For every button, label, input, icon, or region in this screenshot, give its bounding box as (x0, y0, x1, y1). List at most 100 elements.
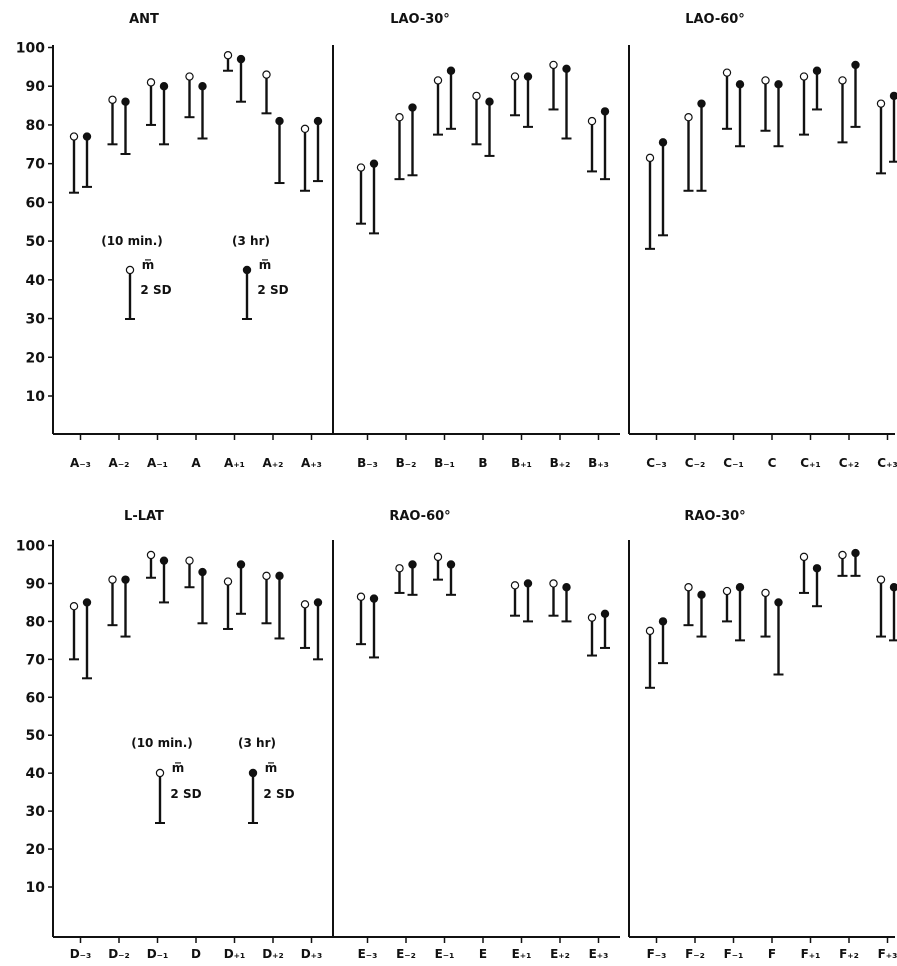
filled-circle-marker (198, 82, 207, 91)
filled-circle-marker (735, 583, 745, 592)
data-point-10min (261, 571, 272, 625)
x-tick-label: B₊₂ (550, 456, 571, 470)
x-tick-label: D₋₁ (147, 947, 169, 961)
filled-circle-marker (236, 560, 246, 569)
x-tick-label: D₊₁ (224, 947, 246, 961)
data-point-10min (510, 581, 520, 617)
data-point-3hr (561, 64, 572, 140)
data-point-3hr (274, 116, 285, 185)
open-circle-marker (838, 550, 847, 560)
open-circle-marker (761, 76, 770, 85)
y-tick-label: 90 (26, 79, 46, 95)
legend-key-filled (248, 768, 258, 824)
data-point-3hr (407, 103, 418, 177)
x-tick-label: C (768, 456, 777, 470)
panel-title: LAO-60° (685, 12, 745, 27)
filled-circle-marker (408, 560, 417, 569)
y-tick-label: 20 (26, 350, 46, 366)
legend-mean-label: m̅ (259, 258, 272, 272)
filled-circle-marker (658, 138, 668, 147)
filled-circle-marker (313, 598, 323, 607)
x-tick-label: B (478, 456, 487, 470)
legend-sd-label: 2 SD (140, 283, 171, 297)
x-tick-label: C₋₁ (723, 456, 743, 470)
filled-circle-marker (889, 583, 897, 592)
data-point-3hr (773, 80, 784, 148)
y-tick-label: 30 (26, 312, 46, 328)
x-tick-label: D₊₃ (301, 947, 323, 961)
x-tick-label: E₊₃ (589, 947, 609, 961)
open-circle-marker (549, 60, 558, 70)
filled-circle-marker (851, 60, 860, 70)
x-tick-label: C₊₂ (839, 456, 859, 470)
data-point-10min (548, 579, 559, 617)
x-tick-label: D₋₃ (70, 947, 92, 961)
data-point-3hr (446, 560, 456, 596)
x-tick-label: F₊₃ (878, 947, 897, 961)
open-circle-marker (722, 586, 732, 596)
data-point-10min (683, 112, 694, 192)
data-point-3hr (236, 560, 246, 615)
filled-circle-marker (812, 564, 822, 573)
y-tick-label: 70 (26, 157, 46, 173)
data-point-3hr (484, 97, 495, 157)
legend-marker (125, 265, 135, 275)
filled-circle-marker (159, 556, 169, 565)
data-point-10min (722, 68, 732, 130)
y-tick-label: 70 (26, 652, 46, 668)
x-tick-label: B₊₃ (588, 456, 609, 470)
legend-mean-label: m̅ (142, 258, 155, 272)
open-circle-marker (262, 571, 271, 581)
data-point-10min (184, 556, 195, 589)
x-tick-label: F (768, 947, 776, 961)
open-circle-marker (356, 163, 366, 172)
y-tick-label: 60 (26, 195, 46, 211)
data-point-3hr (159, 556, 169, 604)
data-point-10min (146, 78, 156, 126)
x-tick-label: A₊₁ (224, 456, 245, 470)
data-point-3hr (658, 617, 668, 665)
data-point-10min (69, 132, 79, 194)
open-circle-marker (223, 51, 233, 60)
legend-filled-label: (3 hr) (232, 234, 270, 248)
filled-circle-marker (121, 575, 130, 584)
open-circle-marker (876, 575, 886, 584)
filled-circle-marker (275, 571, 284, 581)
filled-circle-marker (658, 617, 668, 626)
data-point-3hr (735, 583, 745, 642)
panel-title: RAO-30° (684, 509, 745, 524)
open-circle-marker (549, 579, 558, 588)
data-point-10min (837, 550, 848, 577)
legend-sd-label: 2 SD (170, 787, 201, 801)
open-circle-marker (395, 112, 404, 122)
y-tick-label: 30 (26, 804, 46, 820)
x-tick-label: B₊₁ (511, 456, 532, 470)
open-circle-marker (395, 564, 404, 573)
data-point-3hr (889, 91, 897, 163)
data-point-3hr (812, 66, 822, 111)
legend-marker (242, 265, 252, 275)
data-point-3hr (889, 583, 897, 642)
x-tick-label: B₋₂ (396, 456, 417, 470)
y-tick-label: 40 (26, 766, 46, 782)
y-tick-label: 50 (26, 234, 46, 250)
filled-circle-marker (600, 107, 610, 116)
open-circle-marker (300, 124, 310, 134)
data-point-10min (394, 112, 405, 181)
y-tick-label: 80 (26, 118, 46, 134)
y-tick-label: 10 (26, 389, 46, 405)
open-circle-marker (108, 95, 117, 104)
data-point-3hr (369, 594, 379, 659)
panel-title: ANT (129, 12, 159, 27)
data-point-3hr (313, 116, 323, 183)
data-point-10min (223, 51, 233, 72)
legend-filled-label: (3 hr) (238, 736, 276, 750)
x-tick-label: A₊₂ (263, 456, 284, 470)
legend-mean-label: m̅ (265, 761, 278, 775)
legend-marker (155, 768, 165, 778)
x-tick-label: E₊₂ (550, 947, 570, 961)
data-point-3hr (600, 609, 610, 649)
open-circle-marker (645, 626, 655, 636)
x-tick-label: C₊₁ (800, 456, 820, 470)
data-point-3hr (82, 132, 92, 188)
